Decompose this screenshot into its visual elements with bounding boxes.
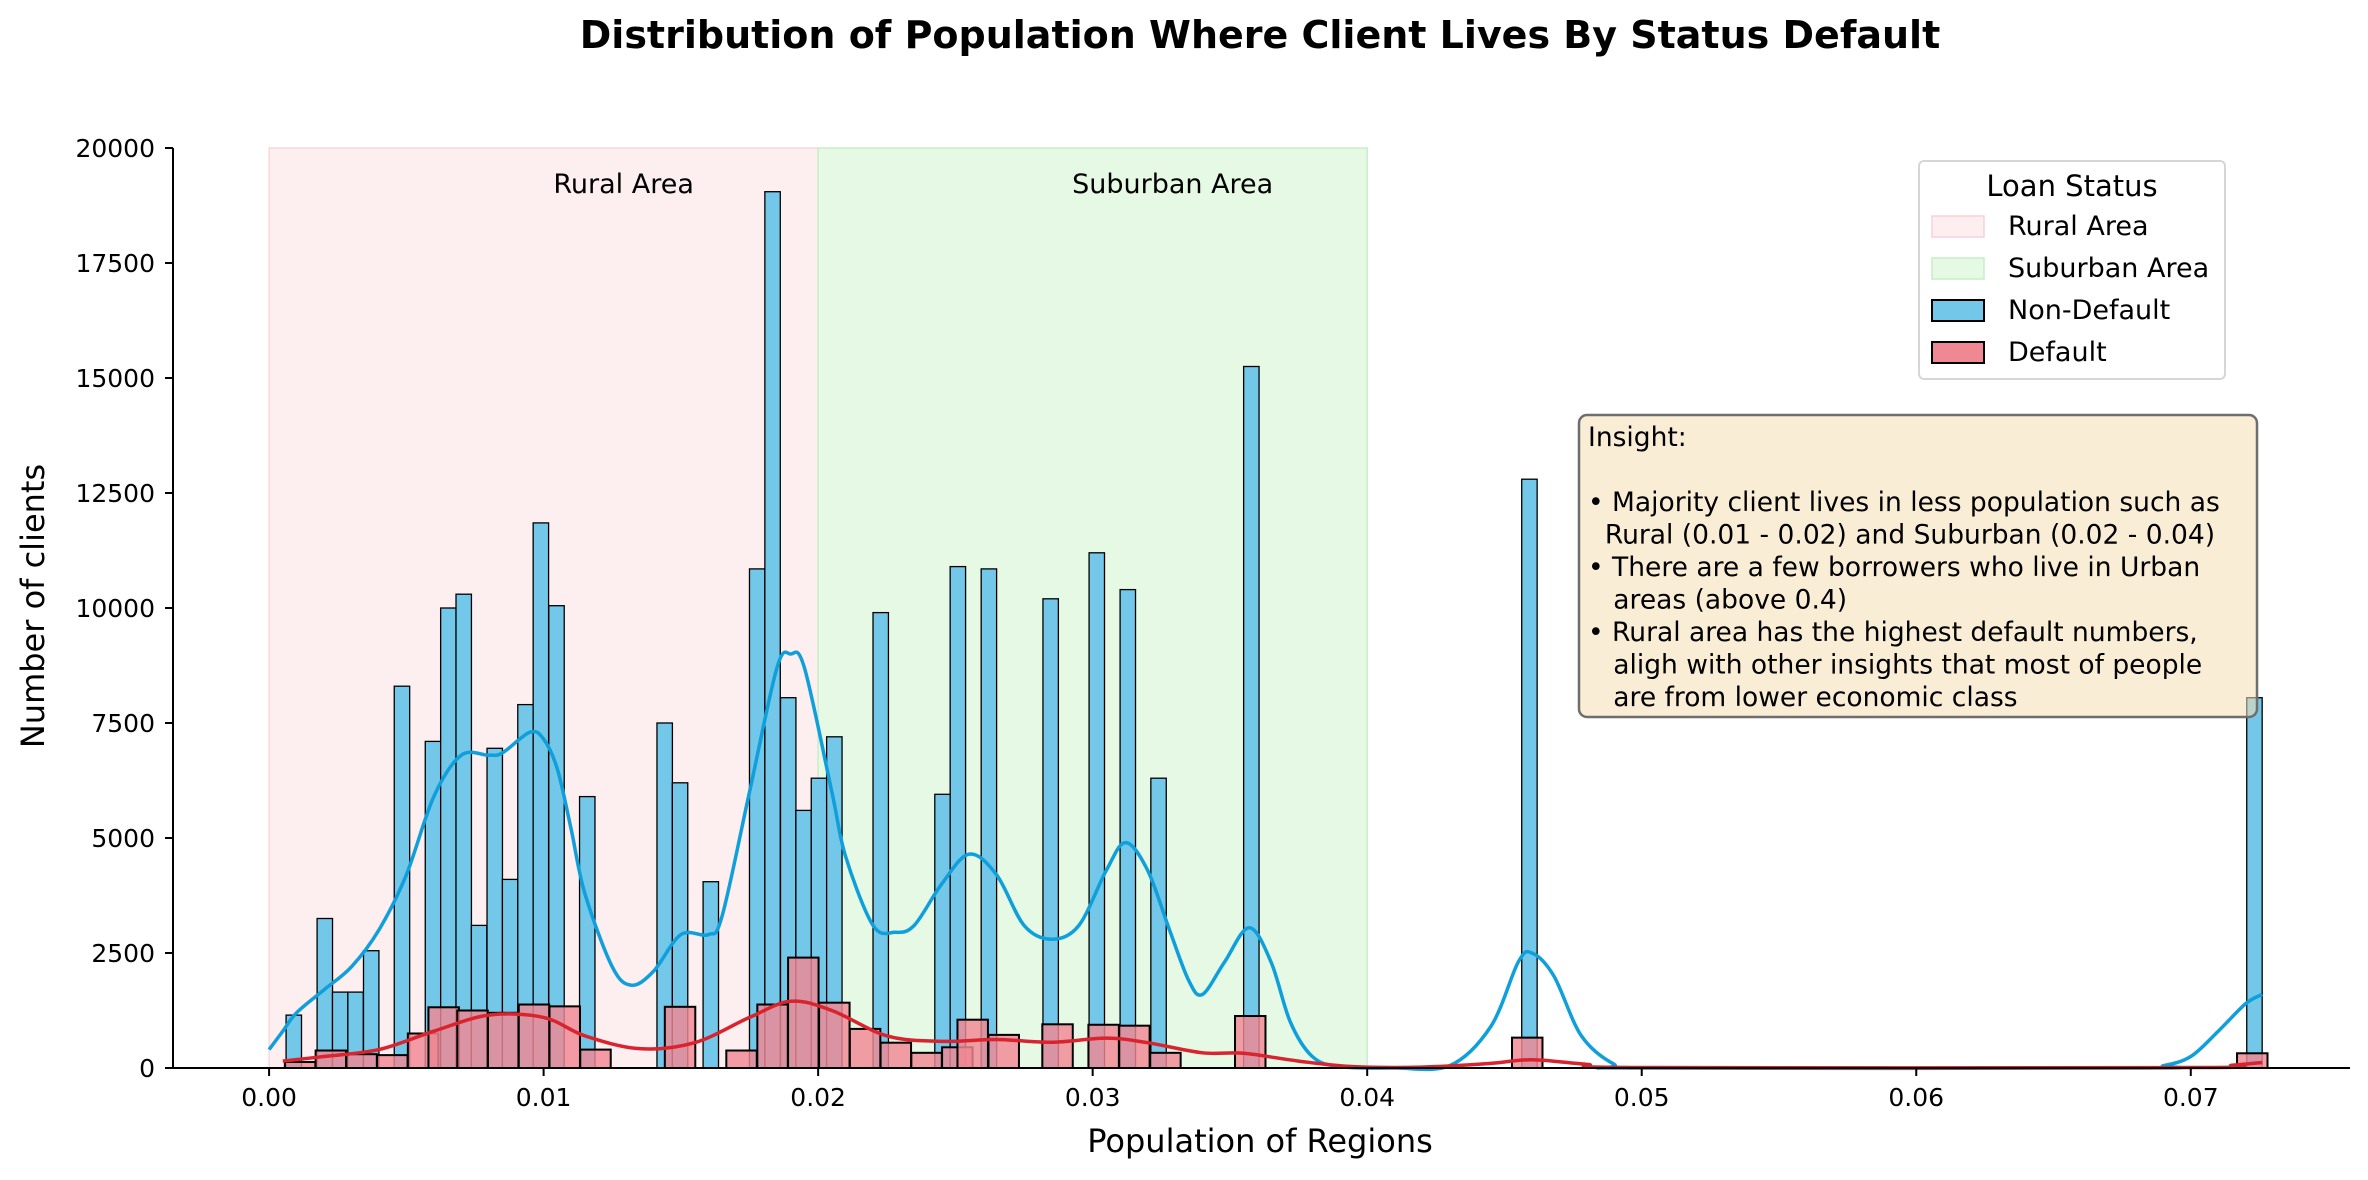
y-tick-label: 10000	[75, 594, 155, 623]
default-legend-label: Default	[2008, 337, 2107, 368]
default-bar	[1087, 1023, 1120, 1070]
default-bar	[1041, 1023, 1074, 1070]
y-axis-label: Number of clients	[14, 464, 52, 748]
y-tick-label: 20000	[75, 134, 155, 163]
non-default-bar	[872, 611, 890, 1069]
non-default-bar	[578, 795, 596, 1069]
rural-area-legend-label: Rural Area	[2008, 211, 2149, 242]
non-default-kde-line	[267, 650, 2264, 1072]
suburban-area-legend-label: Suburban Area	[2008, 253, 2209, 284]
default-bar	[376, 1054, 409, 1069]
default-bar	[663, 1005, 697, 1070]
insight-line: areas (above 0.4)	[1588, 585, 1847, 616]
default-bar	[1234, 1015, 1267, 1070]
rural-area-legend-swatch	[1931, 215, 1985, 238]
default-bar	[487, 1011, 520, 1069]
non-default-bar	[1119, 588, 1137, 1069]
y-tick-label: 7500	[91, 709, 155, 738]
default-bar	[548, 1005, 581, 1069]
insight-line: Rural (0.01 - 0.02) and Suburban (0.02 -…	[1588, 520, 2215, 551]
x-tick-label: 0.04	[1339, 1083, 1395, 1112]
insight-line: • Rural area has the highest default num…	[1588, 617, 2198, 648]
non-default-bar	[393, 685, 411, 1069]
x-tick-label: 0.01	[516, 1083, 572, 1112]
default-bar	[879, 1041, 913, 1069]
non-default-bar	[748, 568, 766, 1069]
non-default-bar	[1088, 552, 1106, 1069]
insight-box	[1577, 413, 2259, 719]
non-default-bar	[455, 593, 473, 1069]
insight-line: are from lower economic class	[1588, 682, 2018, 713]
default-bar	[725, 1049, 758, 1070]
x-tick-label: 0.07	[2163, 1083, 2219, 1112]
default-bar	[910, 1051, 943, 1069]
x-tick-label: 0.06	[1888, 1083, 1944, 1112]
x-tick-label: 0.05	[1614, 1083, 1670, 1112]
insight-line: • There are a few borrowers who live in …	[1588, 552, 2200, 583]
insight-line: aligh with other insights that most of p…	[1588, 650, 2202, 681]
default-bar	[345, 1053, 378, 1069]
non-default-legend-swatch	[1931, 299, 1985, 322]
y-tick-label: 15000	[75, 364, 155, 393]
non-default-bar	[1042, 598, 1060, 1069]
non-default-bar	[980, 568, 998, 1069]
suburban-area-legend-swatch	[1931, 257, 1985, 280]
y-tick-label: 17500	[75, 249, 155, 278]
default-bar	[787, 956, 820, 1069]
non-default-legend-label: Non-Default	[2008, 295, 2170, 326]
default-bar	[956, 1018, 989, 1070]
default-bar	[427, 1006, 460, 1070]
default-bar	[1118, 1024, 1151, 1070]
legend-title: Loan Status	[1986, 169, 2157, 203]
non-default-bar	[1521, 478, 1538, 1069]
y-tick-label: 2500	[91, 939, 155, 968]
default-bar	[579, 1048, 612, 1069]
default-bar	[1511, 1036, 1544, 1070]
x-tick-label: 0.02	[790, 1083, 846, 1112]
non-default-bar	[439, 607, 457, 1069]
insight-lines: Insight: • Majority client lives in less …	[1588, 422, 2220, 713]
legend-box	[1918, 160, 2226, 380]
rural-area-label: Rural Area	[553, 169, 694, 200]
x-tick-label: 0.00	[241, 1083, 297, 1112]
region-labels: Rural Area Suburban Area	[553, 169, 1273, 200]
x-tick-label: 0.03	[1065, 1083, 1121, 1112]
x-axis-label: Population of Regions	[1087, 1122, 1433, 1160]
non-default-bar	[949, 565, 967, 1069]
default-bar	[756, 1003, 789, 1070]
x-axis-ticks: 0.00 0.01 0.02 0.03 0.04 0.05 0.06 0.07	[241, 1068, 2219, 1112]
non-default-bar	[934, 793, 951, 1069]
insight-line: Insight:	[1588, 422, 1687, 453]
y-tick-label: 5000	[91, 824, 155, 853]
insight-annotation: Insight: • Majority client lives in less …	[1577, 413, 2259, 719]
legend-entries: Rural Area Suburban Area Non-Default Defaul…	[1931, 211, 2209, 368]
default-bar	[848, 1027, 882, 1070]
y-tick-label: 12500	[75, 479, 155, 508]
legend: Loan Status Rural Area Suburban Area Non-D…	[1918, 160, 2226, 380]
chart-title: Distribution of Population Where Client …	[580, 13, 1941, 57]
non-default-bar	[1150, 777, 1167, 1069]
y-tick-label: 0	[139, 1054, 155, 1083]
non-default-bar	[1242, 365, 1260, 1069]
default-bar	[1149, 1051, 1182, 1069]
default-legend-swatch	[1931, 341, 1985, 364]
suburban-area-label: Suburban Area	[1072, 169, 1273, 200]
non-default-bar	[548, 605, 565, 1069]
non-default-bar	[2246, 697, 2263, 1069]
y-axis-ticks: 0 2500 5000 7500 10000 12500 15000 17500 20000	[75, 134, 173, 1083]
non-default-bar	[532, 522, 550, 1069]
non-default-bar	[764, 191, 781, 1069]
insight-line: • Majority client lives in less populati…	[1588, 487, 2220, 518]
